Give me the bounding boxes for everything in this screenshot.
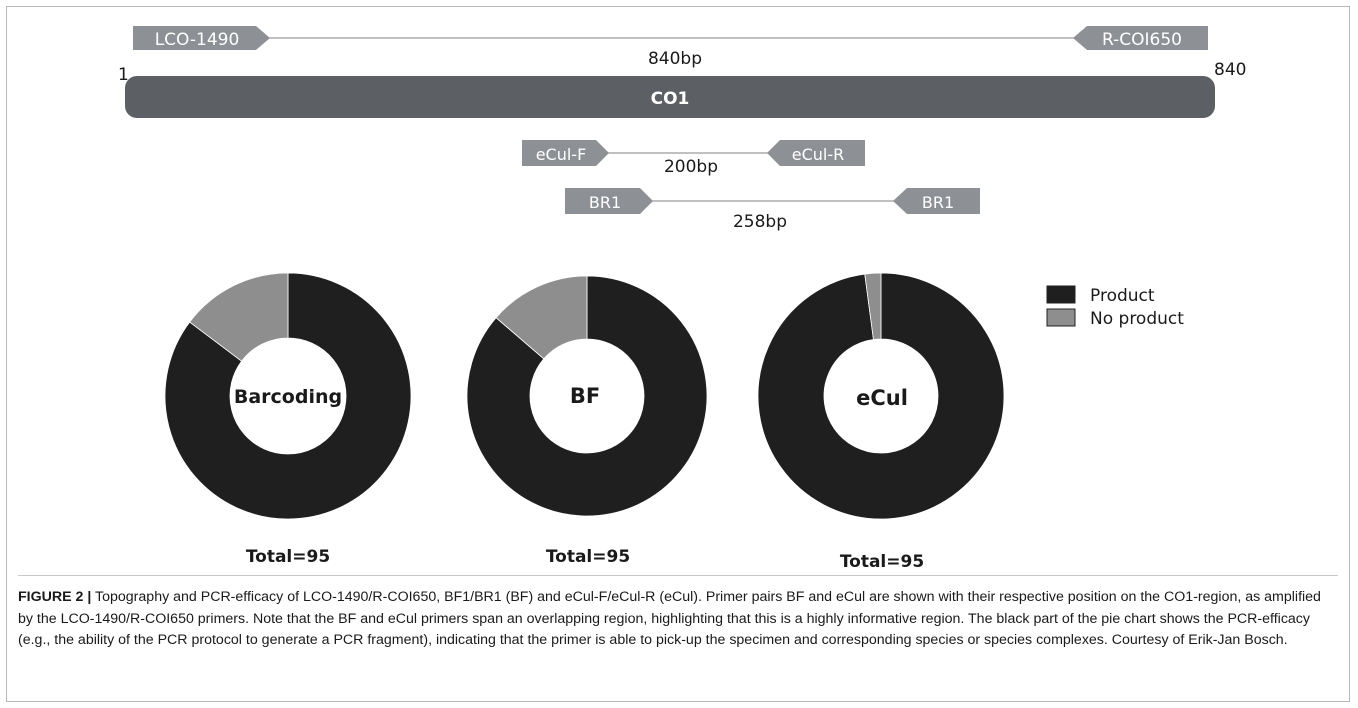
caption-text: Topography and PCR-efficacy of LCO-1490/… — [18, 589, 1321, 649]
donut-center-label: BF — [570, 384, 600, 408]
reverse-primer-arrow — [1073, 26, 1208, 50]
forward-primer-label: eCul-F — [536, 145, 587, 164]
forward-primer-label: LCO-1490 — [155, 30, 240, 50]
donut-total-label: Total=95 — [246, 547, 330, 567]
reverse-primer-label: R-COI650 — [1102, 30, 1182, 50]
donut-total-label: Total=95 — [546, 547, 630, 567]
figure-caption: FIGURE 2 | Topography and PCR-efficacy o… — [18, 575, 1338, 652]
donut-slice-no-product — [189, 272, 289, 362]
reverse-primer-label: BR1 — [922, 193, 954, 212]
gene-bar — [125, 76, 1215, 118]
amplicon-length-label: 258bp — [733, 212, 787, 232]
donut-slice-product — [466, 275, 708, 517]
donut-slice-product — [164, 272, 412, 520]
donut-slice-product — [757, 272, 1005, 520]
donut-chart-bf: BF Total=95 — [466, 275, 708, 567]
gene-region: 1 840 CO1 — [118, 60, 1246, 118]
amplicon-ecul: eCul-F eCul-R 200bp — [522, 140, 865, 177]
legend-label-product: Product — [1090, 286, 1155, 306]
forward-primer-label: BR1 — [589, 193, 621, 212]
forward-primer-arrow — [522, 140, 609, 166]
amplicon-length-label: 200bp — [664, 157, 718, 177]
donut-total-label: Total=95 — [840, 552, 924, 572]
amplicon-lco: LCO-1490 R-COI650 840bp — [133, 26, 1208, 69]
donut-chart-ecul: eCul Total=95 — [757, 272, 1005, 572]
figure-frame — [6, 6, 1350, 702]
reverse-primer-arrow — [767, 140, 865, 166]
donut-center-label: Barcoding — [234, 386, 342, 408]
gene-bar-label: CO1 — [651, 89, 690, 109]
chart-legend: Product No product — [1046, 285, 1184, 329]
amplicon-length-label: 840bp — [648, 49, 702, 69]
legend-label-no-product: No product — [1090, 309, 1184, 329]
region-end-label: 840 — [1214, 60, 1246, 80]
region-start-label: 1 — [118, 65, 129, 85]
figure-graphic: LCO-1490 R-COI650 840bp 1 840 CO1 eCul-F… — [118, 26, 1246, 572]
donut-slices — [466, 275, 708, 517]
donut-slice-no-product — [864, 272, 882, 340]
donut-chart-barcoding: Barcoding Total=95 — [164, 272, 412, 567]
forward-primer-arrow — [565, 188, 653, 214]
figure-label: FIGURE 2 | — [18, 589, 92, 605]
reverse-primer-arrow — [893, 188, 980, 214]
donut-slices — [757, 272, 1005, 520]
forward-primer-arrow — [133, 26, 270, 50]
amplicon-br1: BR1 BR1 258bp — [565, 188, 980, 232]
donut-slices — [164, 272, 412, 520]
donut-slice-no-product — [495, 275, 588, 360]
reverse-primer-label: eCul-R — [792, 145, 845, 164]
legend-swatch-no-product — [1046, 308, 1076, 327]
legend-swatch-product — [1046, 285, 1076, 304]
donut-center-label: eCul — [856, 386, 908, 410]
